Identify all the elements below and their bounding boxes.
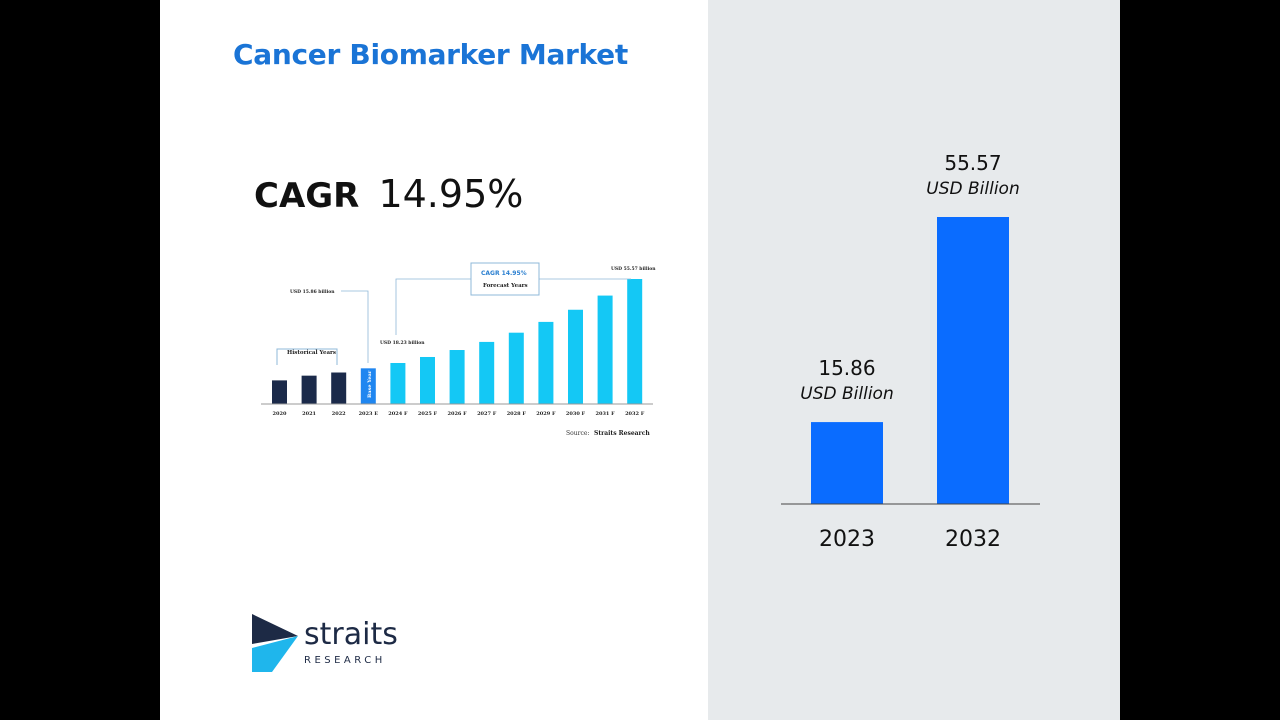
small-tick-label: 2020 [273, 411, 287, 417]
label-2024-leader [395, 278, 471, 335]
small-tick-label: 2026 F [447, 411, 467, 417]
cagr-headline: CAGR 14.95% [254, 172, 523, 216]
small-tick-label: 2021 [302, 411, 316, 417]
big-year-label-2032: 2032 [945, 527, 1001, 552]
small-bar-2024-f [390, 362, 406, 404]
small-bar-2021 [301, 375, 317, 404]
small-bar-2025-f [420, 356, 435, 404]
cagr-label: CAGR [254, 176, 360, 216]
small-tick-label: 2022 [332, 411, 346, 417]
small-bar-2022 [331, 372, 347, 404]
small-bar-2031-f [597, 295, 613, 404]
forecast-years-label: Forecast Years [483, 283, 528, 289]
source-label: Source: [566, 430, 589, 437]
page-title: Cancer Biomarker Market [233, 38, 628, 71]
small-tick-label: 2023 E [359, 411, 379, 417]
logo-wordmark: straits [304, 617, 398, 652]
straits-logo-icon [252, 614, 298, 672]
logo-subtitle: RESEARCH [304, 655, 386, 666]
label-2023-leader [341, 290, 369, 363]
small-tick-label: 2025 F [418, 411, 438, 417]
small-bar-2023-e [360, 368, 376, 404]
small-bar-2028-f [508, 332, 524, 404]
label-2032: USD 55.57 billion [611, 266, 656, 272]
source-name: Straits Research [594, 430, 650, 437]
small-bar-2030-f [568, 309, 583, 404]
small-tick-label: 2028 F [507, 411, 527, 417]
big-unit-label-2032: USD Billion [926, 179, 1019, 199]
small-bar-2026-f [449, 350, 465, 404]
small-bar-2029-f [538, 321, 554, 404]
big-value-label-2023: 15.86 [818, 356, 875, 380]
big-value-label-2032: 55.57 [944, 151, 1001, 175]
big-unit-label-2023: USD Billion [800, 384, 893, 404]
small-bar-2027-f [479, 341, 495, 404]
label-2023: USD 15.86 billion [290, 289, 335, 295]
big-bar-2023 [811, 422, 883, 504]
big-year-label-2023: 2023 [819, 527, 875, 552]
right-panel [708, 0, 1120, 720]
cagr-box-label: CAGR 14.95% [481, 270, 527, 277]
small-tick-label: 2024 F [388, 411, 408, 417]
big-bar-2032 [937, 217, 1009, 504]
big-bar-chart: 15.86 USD Billion 2023 55.57 USD Billion 2032 [781, 151, 1040, 552]
small-bar-2032-f [627, 279, 643, 404]
base-year-label: Base Year [367, 370, 373, 398]
small-tick-label: 2031 F [595, 411, 615, 417]
label-2024: USD 18.23 billion [380, 340, 425, 346]
small-tick-label: 2027 F [477, 411, 497, 417]
small-tick-label: 2029 F [536, 411, 556, 417]
cagr-value: 14.95% [378, 172, 524, 216]
small-bar-2020 [272, 380, 287, 404]
small-tick-label: 2030 F [566, 411, 586, 417]
historical-bracket [276, 348, 338, 365]
cagr-box [470, 262, 540, 296]
historical-years-label: Historical Years [287, 350, 336, 356]
small-bar-chart: Historical Years USD 15.86 billion USD 1… [261, 262, 656, 437]
small-tick-label: 2032 F [625, 411, 645, 417]
